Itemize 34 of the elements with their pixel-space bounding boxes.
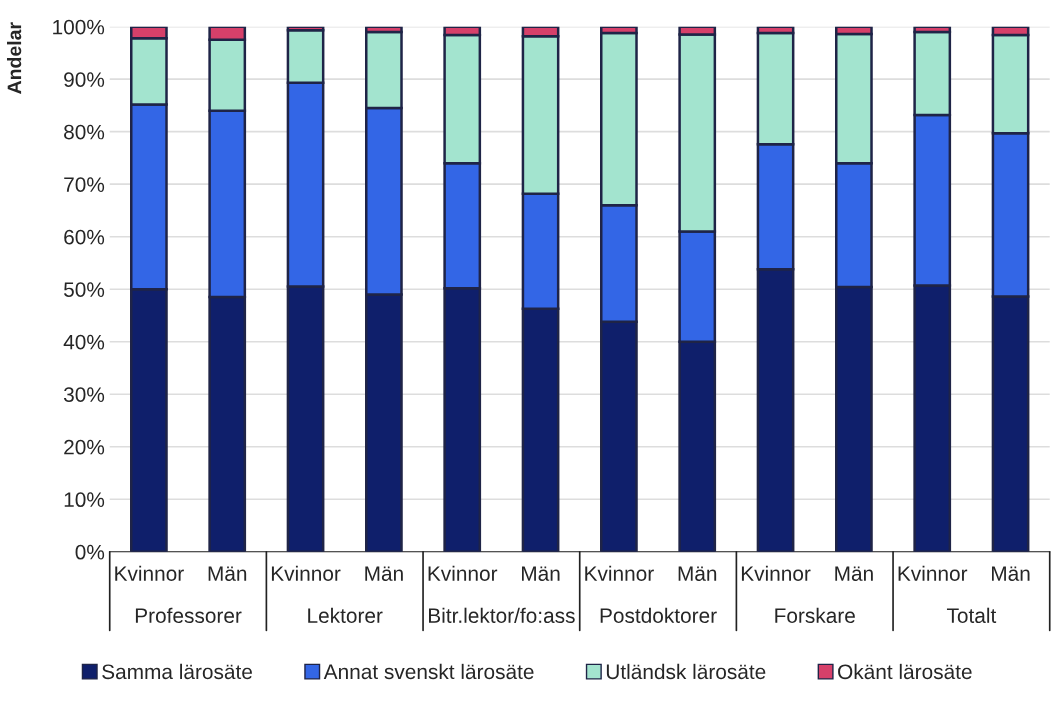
- y-tick-label: 100%: [53, 19, 105, 35]
- x-tick-label: Kvinnor: [271, 565, 341, 581]
- text: Bitr.lektor/fo:ass: [429, 607, 575, 623]
- legend-label: Samma lärosäte: [102, 663, 252, 680]
- y-tick-label: 70%: [64, 177, 105, 192]
- y-axis-title: Andelar: [6, 22, 22, 94]
- y-tick-label: 50%: [64, 282, 105, 297]
- text: Totalt: [946, 607, 997, 623]
- y-tick-label: 30%: [63, 387, 105, 402]
- x-tick-label: Män: [365, 566, 403, 581]
- legend-label: Utländsk lärosäte: [606, 663, 766, 680]
- y-tick-label: 20%: [64, 439, 105, 455]
- x-tick-label: Kvinnor: [115, 565, 184, 581]
- text: Forskare: [775, 607, 855, 623]
- y-tick-label: 80%: [64, 124, 105, 140]
- y-tick-label: 60%: [64, 229, 105, 245]
- legend-label: Okänt lärosäte: [838, 663, 972, 680]
- x-tick-label: Kvinnor: [898, 565, 968, 581]
- x-tick-label: Män: [522, 566, 560, 581]
- legend-label: Annat svenskt lärosäte: [323, 663, 534, 680]
- text: Postdoktorer: [600, 607, 717, 623]
- y-tick-label: 90%: [64, 72, 105, 87]
- y-tick-label: 40%: [63, 334, 105, 350]
- x-tick-label: Män: [835, 566, 873, 581]
- x-tick-label: Kvinnor: [741, 565, 811, 581]
- x-tick-label: Män: [678, 566, 717, 581]
- y-tick-label: 0%: [75, 544, 105, 560]
- y-tick-label: 10%: [64, 492, 105, 508]
- text: Professorer: [135, 607, 242, 623]
- x-tick-label: Kvinnor: [585, 565, 654, 581]
- x-tick-label: Män: [992, 566, 1030, 581]
- x-tick-label: Kvinnor: [428, 565, 498, 581]
- text: Lektorer: [308, 607, 383, 623]
- x-tick-label: Män: [208, 566, 247, 581]
